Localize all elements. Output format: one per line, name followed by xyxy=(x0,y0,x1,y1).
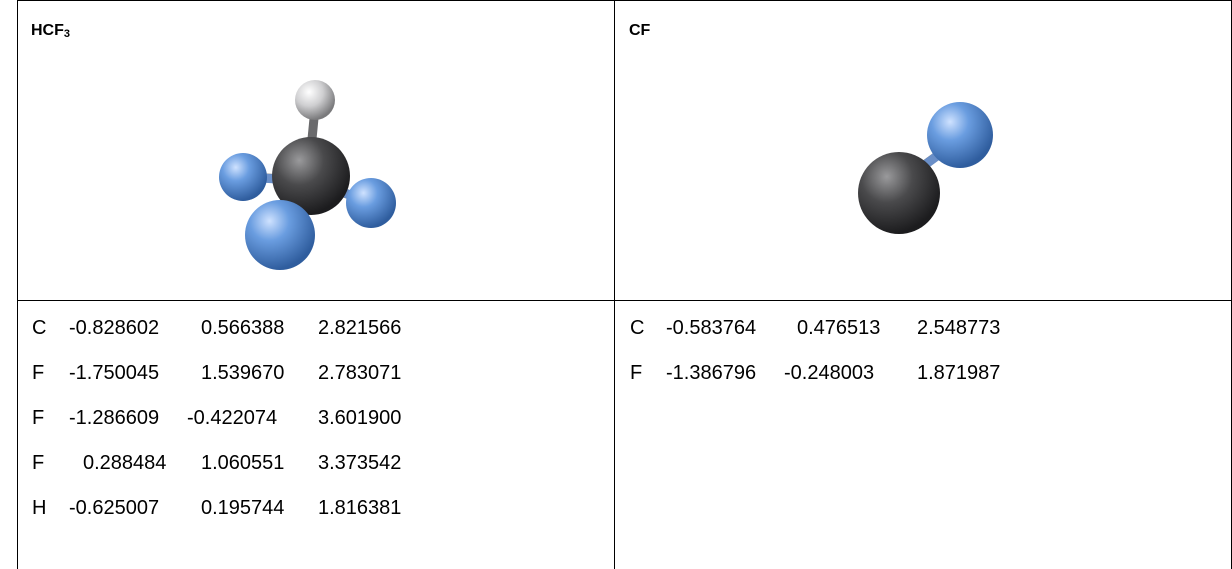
hcf3-title-subscript: 3 xyxy=(63,28,71,40)
table-row: F 0.288484 1.060551 3.373542 xyxy=(17,452,614,497)
coord-z: 3.601900 xyxy=(318,407,402,429)
atom-element: F xyxy=(32,407,45,429)
hcf3-title: HCF3 xyxy=(31,22,70,40)
coord-y: -0.422074 xyxy=(187,407,278,429)
hcf3-atom-h xyxy=(295,80,335,120)
hcf3-atom-f-left xyxy=(219,153,267,201)
coord-y: 0.476513 xyxy=(797,317,881,339)
table-row: F -1.386796 -0.248003 1.871987 xyxy=(614,362,1231,407)
table-divider-vertical xyxy=(614,0,615,569)
table-border-left xyxy=(17,0,18,569)
cf-atom-c xyxy=(858,152,940,234)
cf-title-main: CF xyxy=(629,22,651,39)
coord-y: 0.566388 xyxy=(201,317,285,339)
hcf3-title-main: HCF xyxy=(31,22,64,39)
coord-z: 1.871987 xyxy=(917,362,1001,384)
hcf3-molecule-model xyxy=(219,80,396,270)
table-border-top xyxy=(17,0,1232,1)
table-row: C -0.583764 0.476513 2.548773 xyxy=(614,317,1231,362)
cf-atom-f xyxy=(927,102,993,168)
atom-element: F xyxy=(32,362,45,384)
coord-z: 2.783071 xyxy=(318,362,402,384)
coord-y: 0.195744 xyxy=(201,497,285,519)
coord-x: -0.625007 xyxy=(69,497,160,519)
coord-z: 3.373542 xyxy=(318,452,402,474)
atom-element: C xyxy=(630,317,645,339)
cf-title: CF xyxy=(629,22,650,40)
hcf3-atom-c xyxy=(272,137,350,215)
cf-molecule-model xyxy=(858,102,993,234)
table-row: H -0.625007 0.195744 1.816381 xyxy=(17,497,614,542)
coord-x: 0.288484 xyxy=(83,452,167,474)
atom-element: F xyxy=(630,362,643,384)
coord-z: 2.548773 xyxy=(917,317,1001,339)
coord-y: -0.248003 xyxy=(784,362,875,384)
coord-z: 1.816381 xyxy=(318,497,402,519)
table-row: F -1.750045 1.539670 2.783071 xyxy=(17,362,614,407)
hcf3-coordinates: C -0.828602 0.566388 2.821566 F -1.75004… xyxy=(17,317,614,542)
coord-x: -0.583764 xyxy=(666,317,757,339)
geometry-table: HCF3 CF xyxy=(17,0,1232,569)
atom-element: C xyxy=(32,317,47,339)
table-row: F -1.286609 -0.422074 3.601900 xyxy=(17,407,614,452)
coord-y: 1.539670 xyxy=(201,362,285,384)
cf-coordinates: C -0.583764 0.476513 2.548773 F -1.38679… xyxy=(614,317,1231,407)
coord-x: -1.286609 xyxy=(69,407,160,429)
coord-z: 2.821566 xyxy=(318,317,402,339)
table-row: C -0.828602 0.566388 2.821566 xyxy=(17,317,614,362)
table-divider-horizontal xyxy=(17,300,1232,301)
coord-y: 1.060551 xyxy=(201,452,285,474)
coord-x: -1.750045 xyxy=(69,362,160,384)
atom-element: F xyxy=(32,452,45,474)
hcf3-atom-f-right xyxy=(346,178,396,228)
hcf3-atom-f-bottom xyxy=(245,200,315,270)
atom-element: H xyxy=(32,497,47,519)
coord-x: -1.386796 xyxy=(666,362,757,384)
coord-x: -0.828602 xyxy=(69,317,160,339)
